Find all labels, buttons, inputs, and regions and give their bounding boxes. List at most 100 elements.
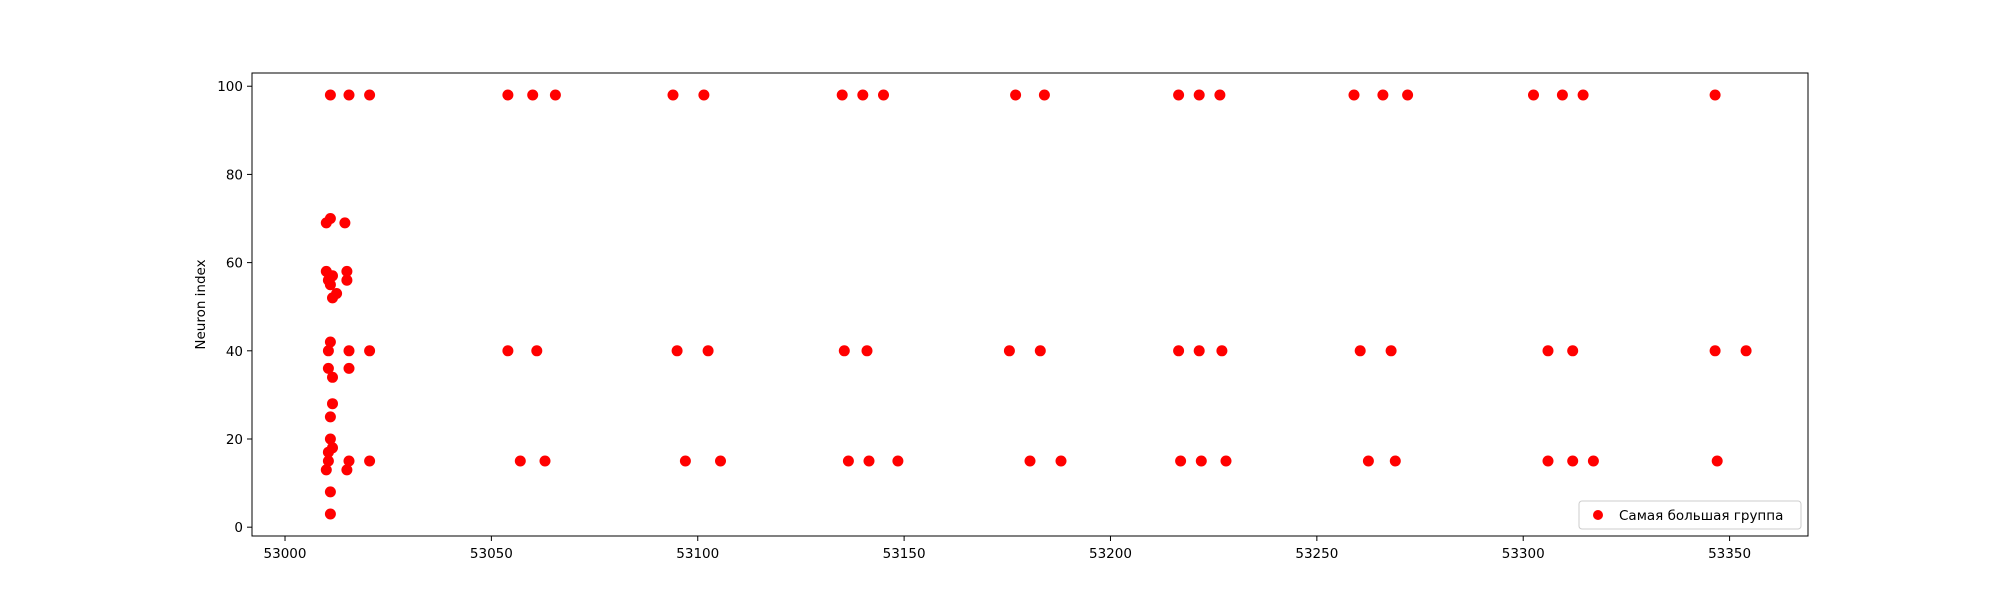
data-point: [324, 336, 336, 348]
data-point: [671, 345, 683, 357]
data-point: [1038, 89, 1050, 101]
data-point: [861, 345, 873, 357]
data-point: [343, 362, 355, 374]
data-point: [341, 464, 353, 476]
data-point: [324, 213, 336, 224]
data-point: [1542, 455, 1554, 467]
data-point: [341, 265, 353, 277]
data-point: [1055, 455, 1067, 467]
data-point: [1567, 345, 1579, 357]
axes-frame: [251, 72, 1809, 537]
x-tick-label: 53100: [676, 546, 719, 562]
data-point: [715, 455, 726, 467]
y-axis: 0 20 40 60 80 100: [217, 79, 252, 536]
y-axis-label: Neuron index: [193, 259, 209, 349]
data-point: [327, 371, 338, 383]
data-point: [1175, 455, 1187, 467]
data-point: [322, 362, 334, 374]
y-tick-label: 20: [226, 432, 243, 448]
data-point: [1024, 455, 1036, 467]
data-point: [324, 433, 336, 445]
data-point: [836, 89, 848, 101]
x-axis: 53000 53050 53100 53150 53200 53250 53300 53350: [264, 536, 1751, 562]
data-point: [502, 89, 514, 101]
data-point: [892, 455, 904, 467]
data-point: [322, 455, 334, 467]
data-point: [702, 345, 714, 357]
data-point: [514, 455, 526, 467]
data-point: [327, 292, 338, 304]
data-point: [698, 89, 710, 101]
data-point: [1173, 345, 1185, 357]
data-point: [341, 274, 353, 286]
data-point: [1740, 345, 1752, 357]
data-point: [1354, 345, 1366, 357]
data-point: [857, 89, 869, 101]
y-tick-label: 60: [226, 256, 243, 272]
x-tick-label: 53300: [1502, 546, 1545, 562]
data-point: [667, 89, 679, 101]
data-point: [1402, 89, 1414, 101]
data-point: [343, 89, 355, 101]
data-point: [1567, 455, 1579, 467]
data-point: [527, 89, 539, 101]
data-point: [1377, 89, 1389, 101]
data-point: [1385, 345, 1397, 357]
legend-marker: [1593, 510, 1603, 520]
data-point: [324, 89, 336, 101]
data-point: [549, 89, 561, 101]
data-point: [531, 345, 543, 357]
data-point: [1214, 89, 1226, 101]
data-point: [838, 345, 850, 357]
data-point: [1220, 455, 1232, 467]
data-point: [1528, 89, 1539, 101]
data-point: [1195, 455, 1207, 467]
data-point: [343, 345, 355, 357]
data-point: [539, 455, 551, 467]
data-point: [502, 345, 514, 357]
y-tick-label: 40: [226, 344, 243, 360]
data-point: [1010, 89, 1022, 101]
data-point: [1556, 89, 1568, 101]
y-tick-label: 0: [234, 520, 243, 536]
data-point: [1362, 455, 1374, 467]
data-point: [1034, 345, 1046, 357]
data-point: [364, 345, 376, 357]
data-point: [1587, 455, 1599, 467]
y-tick-label: 100: [217, 79, 243, 95]
data-point: [324, 279, 336, 291]
data-point: [1711, 455, 1723, 467]
data-point: [1348, 89, 1360, 101]
data-point: [1193, 89, 1205, 101]
data-point: [1709, 89, 1721, 101]
data-point: [1389, 455, 1401, 467]
data-point: [320, 464, 332, 476]
data-point: [327, 398, 338, 410]
data-point: [863, 455, 875, 467]
data-point: [327, 270, 338, 282]
x-tick-label: 53200: [1089, 546, 1132, 562]
data-point: [324, 508, 336, 520]
x-tick-label: 53050: [470, 546, 513, 562]
plot-points: [320, 89, 1752, 520]
data-point: [322, 446, 334, 458]
data-point: [842, 455, 854, 467]
data-point: [339, 217, 351, 229]
data-point: [1709, 345, 1721, 357]
y-tick-label: 80: [226, 167, 243, 183]
data-point: [1173, 89, 1185, 101]
data-point: [364, 455, 376, 467]
data-point: [878, 89, 889, 101]
data-point: [1577, 89, 1589, 101]
legend: Самая большая группа: [1578, 500, 1802, 530]
data-point: [1542, 345, 1554, 357]
data-point: [324, 411, 336, 423]
data-point: [679, 455, 691, 467]
x-tick-label: 53000: [264, 546, 307, 562]
data-point: [322, 345, 334, 357]
legend-label: Самая большая группа: [1619, 508, 1783, 524]
x-tick-label: 53150: [883, 546, 926, 562]
legend-box: [1578, 500, 1802, 530]
data-point: [1003, 345, 1015, 357]
